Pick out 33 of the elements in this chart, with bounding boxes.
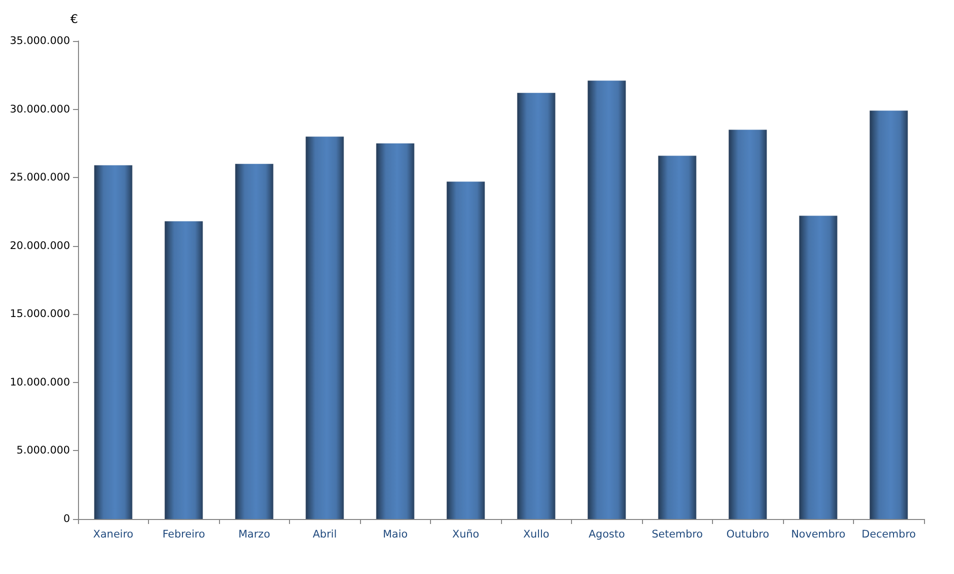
y-tick-label: 15.000.000: [10, 308, 70, 320]
bar: [658, 156, 696, 519]
bar: [870, 110, 908, 519]
y-tick-label: 5.000.000: [16, 444, 70, 457]
y-tick-label: 10.000.000: [10, 376, 70, 388]
x-tick-label: Xaneiro: [93, 528, 134, 540]
bar: [588, 80, 626, 519]
y-tick-label: 35.000.000: [10, 35, 70, 47]
x-tick-label: Agosto: [588, 528, 625, 540]
bar: [728, 130, 767, 519]
bar: [376, 143, 414, 519]
x-tick-label: Abril: [312, 528, 337, 540]
bar: [235, 164, 274, 519]
bar: [94, 165, 132, 519]
x-tick-label: Xullo: [523, 528, 550, 540]
bar: [446, 182, 485, 519]
x-tick-label: Febreiro: [162, 528, 206, 540]
x-tick-label: Setembro: [652, 528, 703, 540]
y-tick-label: 20.000.000: [10, 240, 70, 252]
y-axis-title: €: [70, 12, 78, 26]
bar: [517, 92, 556, 519]
bar: [164, 221, 203, 519]
x-tick-label: Outubro: [726, 528, 770, 540]
x-tick-label: Novembro: [791, 528, 846, 540]
y-tick-label: 25.000.000: [10, 172, 70, 184]
bar: [306, 136, 344, 519]
bar: [799, 216, 838, 519]
x-tick-label: Marzo: [238, 528, 270, 540]
x-tick-label: Decembro: [862, 528, 916, 540]
y-tick-label: 0: [63, 513, 70, 525]
y-tick-label: 30.000.000: [10, 103, 70, 116]
x-tick-label: Maio: [382, 528, 408, 540]
x-tick-label: Xuño: [452, 528, 480, 540]
